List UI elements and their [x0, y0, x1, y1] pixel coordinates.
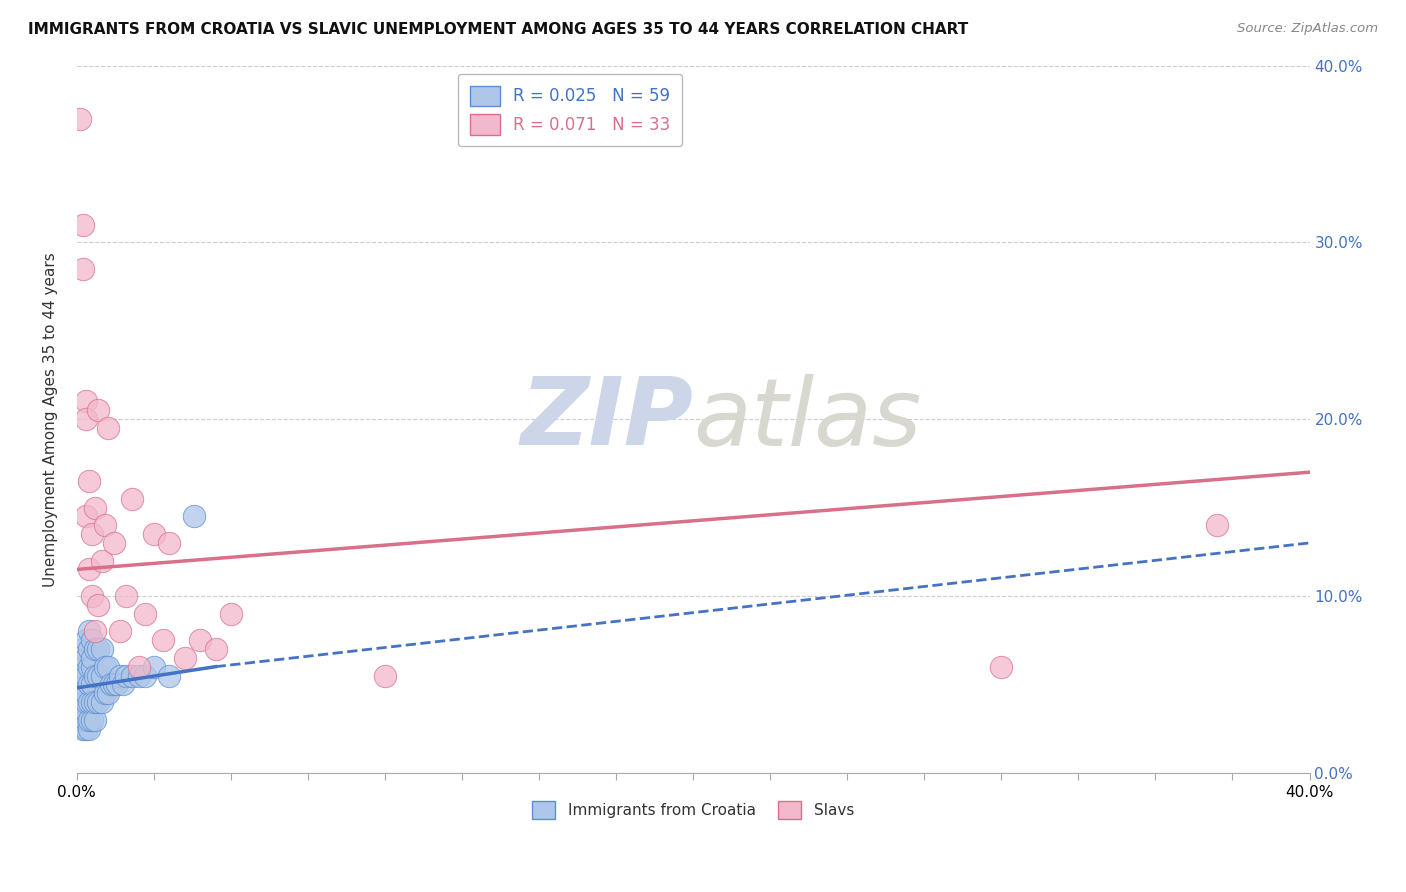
Point	[82, 659, 104, 673]
Point	[219, 607, 242, 621]
Point	[69, 686, 91, 700]
Point	[84, 624, 107, 639]
Point	[87, 403, 110, 417]
Point	[75, 412, 97, 426]
Point	[82, 633, 104, 648]
Text: Source: ZipAtlas.com: Source: ZipAtlas.com	[1237, 22, 1378, 36]
Point	[72, 659, 94, 673]
Text: atlas: atlas	[693, 374, 921, 465]
Point	[87, 695, 110, 709]
Point	[115, 589, 138, 603]
Point	[90, 668, 112, 682]
Point	[374, 668, 396, 682]
Point	[128, 659, 150, 673]
Point	[82, 677, 104, 691]
Point	[93, 518, 115, 533]
Point	[77, 713, 100, 727]
Point	[142, 659, 165, 673]
Point	[134, 668, 156, 682]
Point	[90, 642, 112, 657]
Point	[134, 607, 156, 621]
Legend: Immigrants from Croatia, Slavs: Immigrants from Croatia, Slavs	[526, 796, 860, 825]
Point	[72, 704, 94, 718]
Point	[115, 668, 138, 682]
Point	[75, 633, 97, 648]
Point	[121, 491, 143, 506]
Point	[84, 500, 107, 515]
Point	[128, 668, 150, 682]
Point	[82, 695, 104, 709]
Point	[90, 553, 112, 567]
Point	[75, 650, 97, 665]
Point	[84, 695, 107, 709]
Point	[77, 642, 100, 657]
Point	[103, 677, 125, 691]
Point	[72, 713, 94, 727]
Point	[82, 650, 104, 665]
Point	[84, 668, 107, 682]
Point	[77, 677, 100, 691]
Point	[75, 668, 97, 682]
Point	[77, 695, 100, 709]
Point	[97, 686, 120, 700]
Point	[82, 713, 104, 727]
Point	[75, 394, 97, 409]
Point	[188, 633, 211, 648]
Point	[75, 704, 97, 718]
Point	[69, 704, 91, 718]
Point	[142, 527, 165, 541]
Point	[82, 527, 104, 541]
Point	[87, 642, 110, 657]
Point	[75, 713, 97, 727]
Point	[72, 642, 94, 657]
Point	[103, 536, 125, 550]
Point	[72, 261, 94, 276]
Point	[112, 677, 135, 691]
Point	[69, 695, 91, 709]
Point	[157, 668, 180, 682]
Point	[72, 722, 94, 736]
Point	[100, 677, 122, 691]
Point	[204, 642, 226, 657]
Point	[75, 509, 97, 524]
Point	[990, 659, 1012, 673]
Point	[82, 589, 104, 603]
Point	[97, 421, 120, 435]
Point	[183, 509, 205, 524]
Point	[84, 642, 107, 657]
Point	[152, 633, 174, 648]
Point	[93, 659, 115, 673]
Y-axis label: Unemployment Among Ages 35 to 44 years: Unemployment Among Ages 35 to 44 years	[44, 252, 58, 587]
Point	[1206, 518, 1229, 533]
Point	[97, 659, 120, 673]
Point	[84, 713, 107, 727]
Point	[108, 624, 131, 639]
Point	[77, 659, 100, 673]
Point	[87, 668, 110, 682]
Text: ZIP: ZIP	[520, 373, 693, 465]
Point	[75, 695, 97, 709]
Point	[93, 686, 115, 700]
Text: IMMIGRANTS FROM CROATIA VS SLAVIC UNEMPLOYMENT AMONG AGES 35 TO 44 YEARS CORRELA: IMMIGRANTS FROM CROATIA VS SLAVIC UNEMPL…	[28, 22, 969, 37]
Point	[77, 562, 100, 576]
Point	[72, 695, 94, 709]
Point	[69, 112, 91, 126]
Point	[69, 713, 91, 727]
Point	[105, 677, 128, 691]
Point	[90, 695, 112, 709]
Point	[108, 668, 131, 682]
Point	[121, 668, 143, 682]
Point	[72, 218, 94, 232]
Point	[75, 722, 97, 736]
Point	[87, 598, 110, 612]
Point	[77, 624, 100, 639]
Point	[72, 668, 94, 682]
Point	[75, 686, 97, 700]
Point	[77, 474, 100, 488]
Point	[77, 722, 100, 736]
Point	[173, 650, 195, 665]
Point	[72, 677, 94, 691]
Point	[157, 536, 180, 550]
